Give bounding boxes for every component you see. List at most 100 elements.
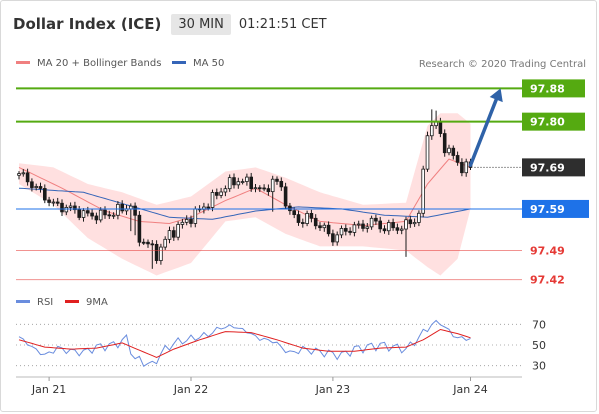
candle-body xyxy=(318,225,322,229)
legend-swatch-9ma xyxy=(65,300,79,303)
candle-body xyxy=(25,172,30,183)
candle-body xyxy=(223,188,228,193)
candle xyxy=(262,184,266,192)
candle-body xyxy=(275,178,279,182)
candle-body xyxy=(322,224,327,229)
candle-body xyxy=(288,205,292,212)
forecast-arrow-shaft xyxy=(468,97,498,168)
candle-body xyxy=(103,209,107,216)
candle xyxy=(30,178,34,192)
candle-body xyxy=(262,187,266,190)
candle-body xyxy=(21,172,26,175)
candle-body xyxy=(34,186,38,188)
candle-body xyxy=(442,133,447,154)
candle-body xyxy=(128,205,133,210)
candle xyxy=(171,226,176,241)
candle-body xyxy=(159,246,163,261)
candle-body xyxy=(210,192,215,208)
level-label: 97.59 xyxy=(530,203,565,216)
candle-body xyxy=(154,243,159,261)
candle-body xyxy=(55,201,60,204)
candle-body xyxy=(429,125,434,137)
candle-body xyxy=(365,226,370,229)
candle-body xyxy=(47,199,51,203)
candle xyxy=(150,240,155,269)
candle-body xyxy=(361,223,365,229)
candle xyxy=(322,222,327,232)
candle-body xyxy=(38,186,43,189)
candle xyxy=(154,240,159,264)
candle xyxy=(38,182,43,193)
candle-body xyxy=(339,228,344,236)
candle xyxy=(146,239,150,248)
candle xyxy=(137,211,142,247)
candle xyxy=(451,145,456,160)
rsi-tick-label: 30 xyxy=(532,360,546,373)
level-label: 97.69 xyxy=(530,161,565,174)
level-pivot: 97.69 xyxy=(474,158,585,177)
candle-body xyxy=(296,214,301,223)
candle-body xyxy=(51,201,56,204)
candle xyxy=(43,184,47,204)
legend-label-9ma: 9MA xyxy=(86,297,108,308)
candle-body xyxy=(171,230,176,238)
candle xyxy=(343,224,348,236)
candle xyxy=(98,207,103,223)
candle xyxy=(335,231,339,246)
candle-body xyxy=(214,192,219,196)
candle xyxy=(429,109,434,140)
candle xyxy=(214,188,219,200)
candle xyxy=(374,214,378,225)
candle-body xyxy=(43,188,47,201)
candle xyxy=(133,202,137,236)
candle-body xyxy=(369,217,374,228)
candle xyxy=(253,183,258,193)
candle-body xyxy=(343,228,348,232)
bollinger-band xyxy=(19,113,471,276)
candle xyxy=(356,220,361,229)
candle xyxy=(120,200,125,214)
candle-body xyxy=(77,209,82,218)
candle xyxy=(464,158,468,177)
level-label: 97.88 xyxy=(530,82,565,95)
ma20-line xyxy=(18,158,471,227)
candle-body xyxy=(107,214,112,217)
candle-body xyxy=(245,176,249,182)
candle xyxy=(25,168,30,186)
resistance-tag xyxy=(522,79,585,98)
candle-body xyxy=(116,203,120,216)
candle-body xyxy=(305,212,309,224)
candle-body xyxy=(184,219,189,223)
candle xyxy=(103,206,107,219)
candle xyxy=(223,185,228,197)
candle xyxy=(90,208,94,220)
level-support: 97.42 xyxy=(16,274,565,287)
interval-badge[interactable]: 30 MIN xyxy=(171,13,231,35)
candle xyxy=(107,210,112,219)
candle-body xyxy=(451,147,456,156)
candle xyxy=(111,212,116,219)
candle-body xyxy=(378,220,382,230)
candle-body xyxy=(460,161,464,174)
candle-body xyxy=(249,176,254,190)
candle xyxy=(240,178,245,185)
candle xyxy=(227,174,232,192)
candle xyxy=(47,196,51,207)
candle-body xyxy=(399,228,404,231)
legend-label-rsi: RSI xyxy=(37,297,53,308)
candle xyxy=(249,172,254,192)
candle xyxy=(219,187,223,199)
candle-body xyxy=(163,238,168,248)
candle-body xyxy=(60,202,64,213)
rsi-line xyxy=(18,319,471,367)
candle xyxy=(232,173,236,189)
candle-body xyxy=(193,208,198,224)
candle-body xyxy=(374,217,378,222)
candle-body xyxy=(292,210,296,216)
candle-body xyxy=(309,212,314,219)
candle-body xyxy=(447,147,451,154)
candle xyxy=(189,215,193,228)
candle-body xyxy=(227,177,232,190)
candle-body xyxy=(86,210,90,214)
